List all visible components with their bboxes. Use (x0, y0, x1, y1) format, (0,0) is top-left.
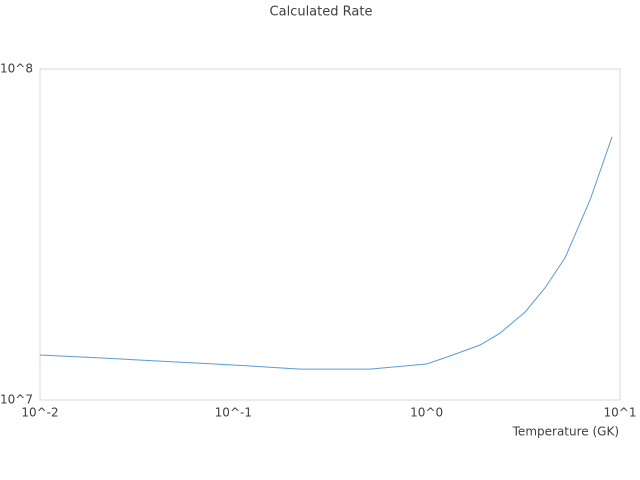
x-tick-label: 10^1 (604, 406, 637, 420)
y-tick-label: 10^7 (0, 393, 33, 407)
chart-title: Calculated Rate (270, 5, 373, 20)
x-axis-label: Temperature (GK) (512, 425, 619, 439)
line-series (39, 136, 613, 370)
y-tick-label: 10^8 (0, 62, 33, 76)
x-tick-label: 10^-1 (215, 406, 252, 420)
plot-frame (39, 68, 621, 401)
x-tick-label: 10^-2 (21, 406, 58, 420)
x-tick-label: 10^0 (410, 406, 443, 420)
